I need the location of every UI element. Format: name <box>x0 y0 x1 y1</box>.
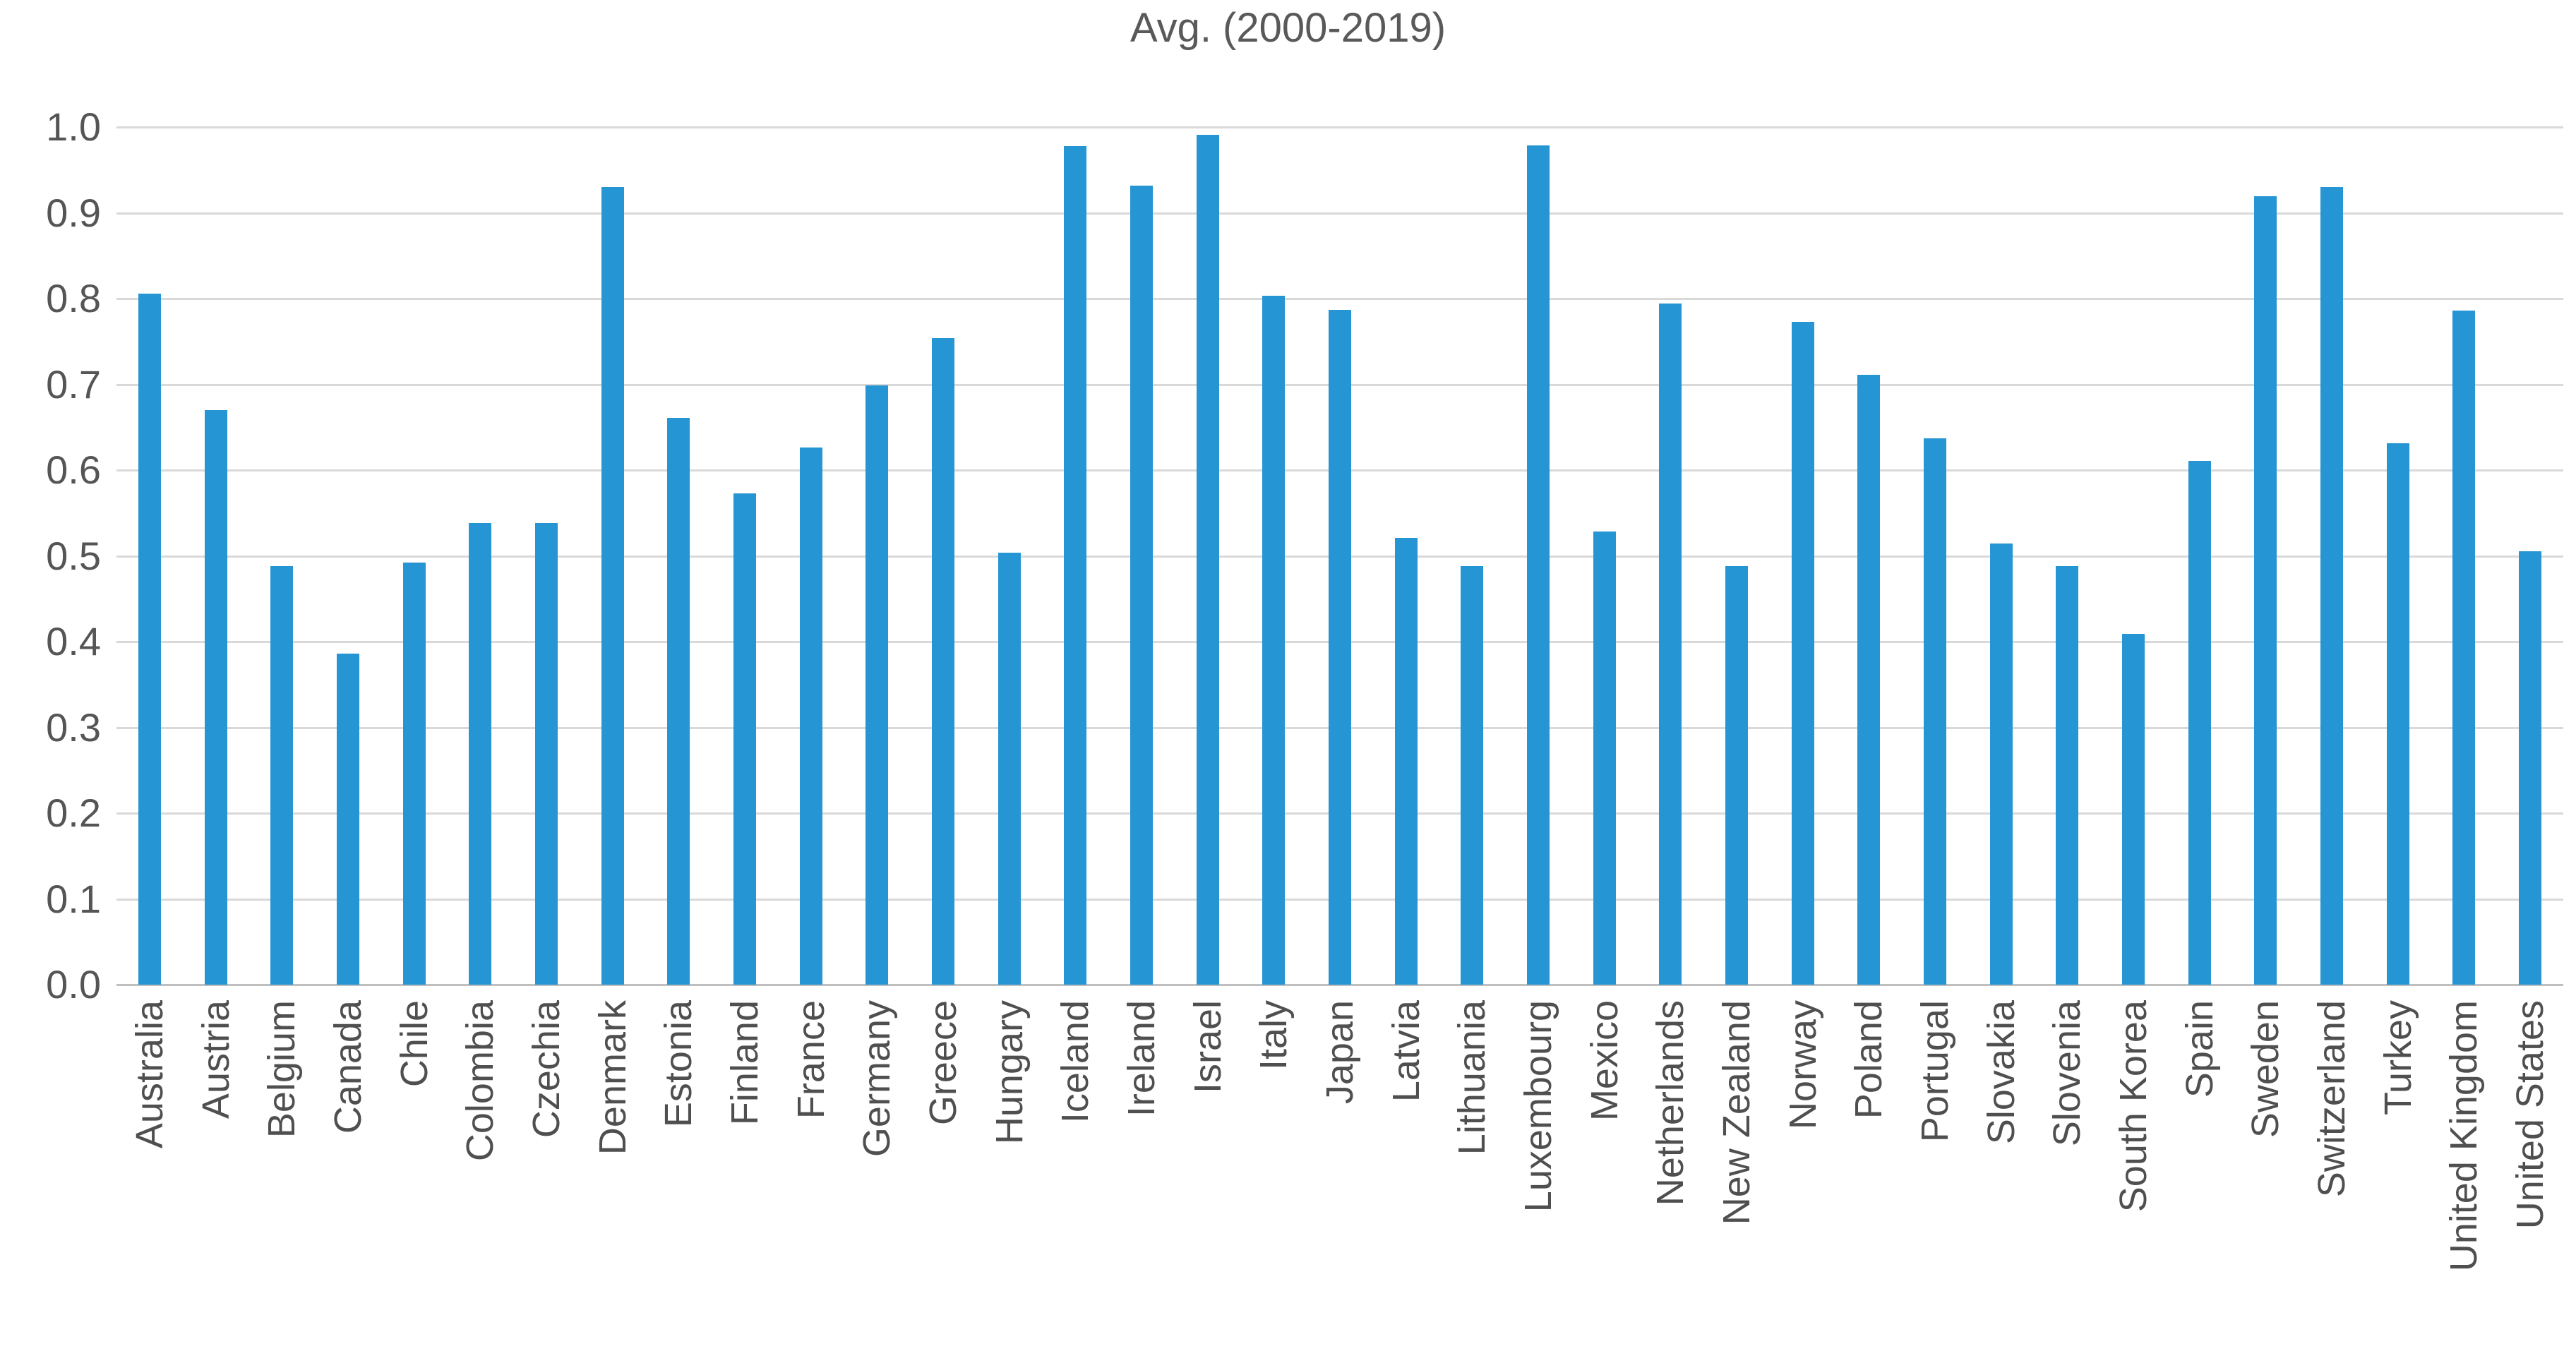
x-category-label: Belgium <box>260 1000 303 1139</box>
bar <box>205 410 227 985</box>
bar <box>2188 461 2211 985</box>
bar <box>601 187 624 985</box>
bar <box>2056 566 2078 985</box>
bar <box>1792 322 1814 985</box>
gridline <box>116 126 2563 128</box>
bar <box>1064 146 1086 985</box>
bar <box>469 523 491 985</box>
bar <box>2254 196 2277 985</box>
x-category-label: Estonia <box>657 1000 700 1128</box>
x-category-label: Latvia <box>1385 1000 1427 1103</box>
bar <box>1262 296 1285 985</box>
bar <box>270 566 293 985</box>
plot-area <box>116 126 2563 986</box>
bar <box>1395 538 1418 985</box>
y-tick-label: 0.4 <box>46 619 101 664</box>
x-category-label: United Kingdom <box>2443 1000 2485 1272</box>
y-tick-label: 0.3 <box>46 705 101 750</box>
x-category-label: Hungary <box>988 1000 1031 1145</box>
bar <box>1197 135 1219 985</box>
x-category-label: Switzerland <box>2311 1000 2353 1198</box>
gridline <box>116 212 2563 215</box>
x-category-label: Colombia <box>459 1000 501 1162</box>
bar <box>667 418 690 985</box>
gridline <box>116 298 2563 300</box>
bar <box>535 523 558 985</box>
bar <box>1924 438 1946 985</box>
y-tick-label: 0.5 <box>46 534 101 578</box>
x-category-label: United States <box>2509 1000 2551 1230</box>
x-category-label: New Zealand <box>1715 1000 1758 1225</box>
x-category-label: Norway <box>1782 1000 1824 1130</box>
x-category-label: Iceland <box>1054 1000 1096 1124</box>
x-category-label: Japan <box>1319 1000 1361 1105</box>
x-category-label: Luxembourg <box>1517 1000 1559 1213</box>
x-category-label: France <box>790 1000 832 1119</box>
bar <box>733 493 756 985</box>
x-category-label: Finland <box>724 1000 766 1126</box>
x-category-label: Portugal <box>1914 1000 1956 1143</box>
y-tick-label: 0.9 <box>46 191 101 235</box>
bar <box>2387 443 2409 985</box>
bar <box>1593 532 1616 985</box>
bar <box>1659 304 1682 985</box>
y-tick-label: 1.0 <box>46 104 101 149</box>
y-tick-label: 0.7 <box>46 362 101 407</box>
bar <box>337 654 359 985</box>
x-category-label: Spain <box>2179 1000 2221 1098</box>
x-category-label: Chile <box>393 1000 436 1088</box>
x-category-label: South Korea <box>2112 1000 2155 1213</box>
x-category-label: Poland <box>1847 1000 1890 1119</box>
y-tick-label: 0.6 <box>46 448 101 492</box>
x-category-label: Israel <box>1187 1000 1229 1094</box>
x-category-label: Turkey <box>2377 1000 2419 1116</box>
y-tick-label: 0.1 <box>46 877 101 921</box>
x-category-label: Mexico <box>1583 1000 1626 1122</box>
bar <box>1527 145 1550 985</box>
bar <box>1725 566 1748 985</box>
x-category-label: Canada <box>327 1000 369 1134</box>
x-category-label: Denmark <box>592 1000 634 1155</box>
x-category-label: Germany <box>856 1000 898 1158</box>
bar <box>1990 544 2013 985</box>
x-category-label: Lithuania <box>1451 1000 1493 1155</box>
y-tick-label: 0.0 <box>46 962 101 1007</box>
x-category-label: Slovenia <box>2046 1000 2088 1147</box>
bar <box>403 563 426 985</box>
bar <box>1329 310 1351 985</box>
x-category-label: Austria <box>195 1000 237 1119</box>
bar <box>1857 375 1880 985</box>
bar <box>1130 186 1153 985</box>
chart-title: Avg. (2000-2019) <box>1130 5 1446 51</box>
x-category-label: Australia <box>128 1000 171 1149</box>
x-axis-line <box>116 984 2563 986</box>
x-category-label: Slovakia <box>1980 1000 2023 1145</box>
bar <box>932 338 954 985</box>
bar <box>2519 551 2541 985</box>
bar <box>2452 311 2475 985</box>
bar <box>865 385 888 985</box>
y-tick-label: 0.8 <box>46 276 101 320</box>
bar <box>2320 187 2343 985</box>
x-category-label: Czechia <box>525 1000 568 1139</box>
x-category-label: Netherlands <box>1649 1000 1691 1206</box>
bar <box>138 294 161 985</box>
x-category-label: Sweden <box>2244 1000 2287 1139</box>
x-category-label: Greece <box>922 1000 964 1126</box>
bar <box>998 553 1021 985</box>
bar <box>2122 634 2145 985</box>
x-category-label: Italy <box>1252 1000 1295 1071</box>
x-category-label: Ireland <box>1120 1000 1163 1117</box>
bar <box>800 448 822 985</box>
bar <box>1461 566 1483 985</box>
y-tick-label: 0.2 <box>46 791 101 835</box>
